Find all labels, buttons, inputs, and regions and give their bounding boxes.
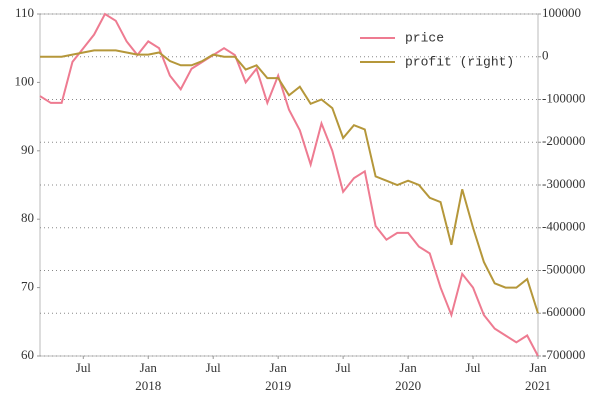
x-tick-sublabel: 2020 xyxy=(395,378,421,393)
x-tick-label: Jan xyxy=(270,360,288,375)
series-line xyxy=(39,12,539,357)
x-tick-sublabel: 2021 xyxy=(525,378,551,393)
y2-tick-label: -600000 xyxy=(542,304,585,319)
x-tick-label: Jan xyxy=(140,360,158,375)
y-tick-label: 90 xyxy=(21,142,34,157)
y-tick-label: 60 xyxy=(21,347,34,362)
y2-tick-label: -100000 xyxy=(542,90,585,105)
y2-tick-label: -700000 xyxy=(542,347,585,362)
series-line xyxy=(40,49,539,314)
y-tick-label: 70 xyxy=(21,279,34,294)
y2-tick-label: -300000 xyxy=(542,176,585,191)
y2-tick-label: 0 xyxy=(542,48,549,63)
x-tick-label: Jan xyxy=(399,360,417,375)
legend-label: profit (right) xyxy=(405,54,514,69)
y2-tick-label: 100000 xyxy=(542,5,581,20)
y-tick-label: 80 xyxy=(21,210,34,225)
y2-tick-label: -400000 xyxy=(542,219,585,234)
y-tick-label: 100 xyxy=(15,73,35,88)
y2-tick-label: -200000 xyxy=(542,133,585,148)
y2-tick-label: -500000 xyxy=(542,261,585,276)
x-tick-label: Jul xyxy=(206,360,222,375)
legend-label: price xyxy=(405,30,444,45)
x-tick-sublabel: 2019 xyxy=(265,378,291,393)
y-tick-label: 110 xyxy=(15,5,34,20)
x-tick-label: Jul xyxy=(465,360,481,375)
x-tick-label: Jul xyxy=(336,360,352,375)
x-tick-label: Jul xyxy=(76,360,92,375)
x-tick-label: Jan xyxy=(529,360,547,375)
x-tick-sublabel: 2018 xyxy=(135,378,161,393)
